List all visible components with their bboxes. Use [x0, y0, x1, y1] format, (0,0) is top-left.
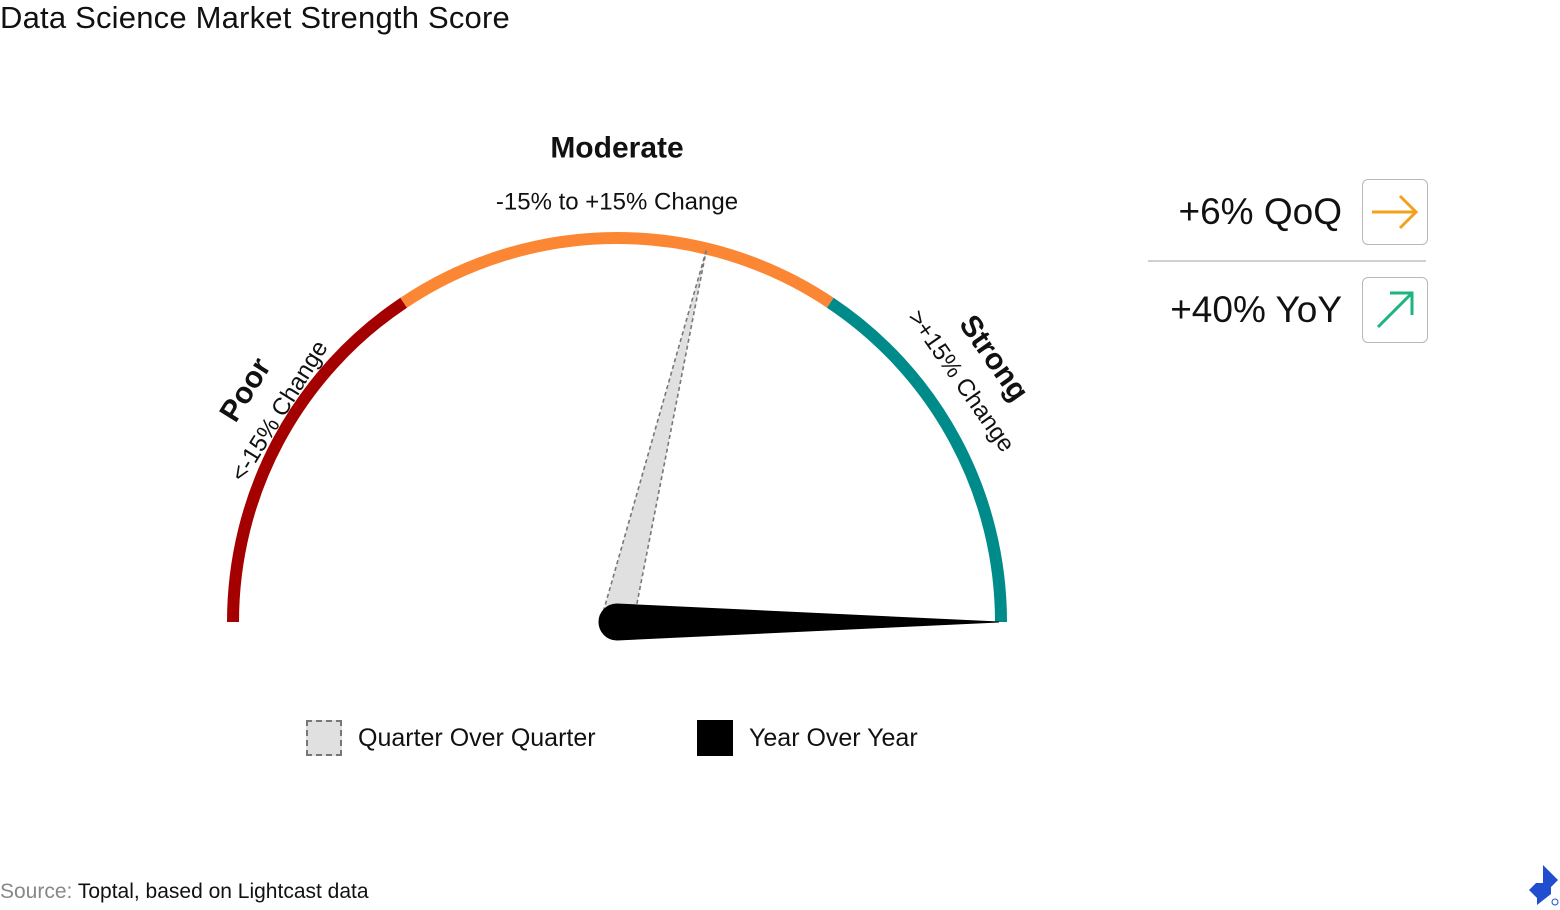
needle-year-over-year: [598, 603, 1000, 641]
up-right-arrow-icon: [1376, 291, 1414, 329]
kpi-yoy-icon-box: [1362, 277, 1428, 343]
source-note: Source: Toptal, based on Lightcast data: [0, 880, 369, 904]
kpi-yoy: +40% YoY: [1170, 277, 1428, 343]
kpi-qoq: +6% QoQ: [1178, 179, 1428, 245]
right-arrow-icon: [1372, 194, 1419, 230]
zone-moderate-range-label: -15% to +15% Change: [496, 189, 738, 216]
gauge-zone-strong: [826, 297, 1007, 623]
legend-label-yoy: Year Over Year: [749, 723, 918, 752]
needle-quarter-over-quarter: [600, 250, 707, 639]
gauge-needles: [598, 250, 1000, 641]
kpi-yoy-value: +40% YoY: [1170, 289, 1342, 330]
kpi-divider: [1148, 260, 1426, 262]
gauge-zones: [227, 232, 1007, 623]
kpi-qoq-value: +6% QoQ: [1178, 191, 1342, 232]
legend-swatch-qoq: [306, 720, 342, 756]
gauge-zone-poor: [227, 297, 408, 623]
zone-moderate-name: Moderate: [550, 132, 683, 165]
legend-item-qoq: Quarter Over Quarter: [306, 720, 596, 756]
toptal-logo-icon: [1529, 865, 1559, 906]
source-text: Toptal, based on Lightcast data: [72, 880, 369, 903]
gauge-zone-moderate: [400, 232, 834, 308]
source-label: Source:: [0, 880, 73, 903]
legend-swatch-yoy: [697, 720, 733, 756]
kpi-qoq-icon-box: [1362, 179, 1428, 245]
chart-title: Data Science Market Strength Score: [0, 0, 510, 35]
legend-label-qoq: Quarter Over Quarter: [358, 723, 596, 752]
legend-item-yoy: Year Over Year: [697, 720, 918, 756]
